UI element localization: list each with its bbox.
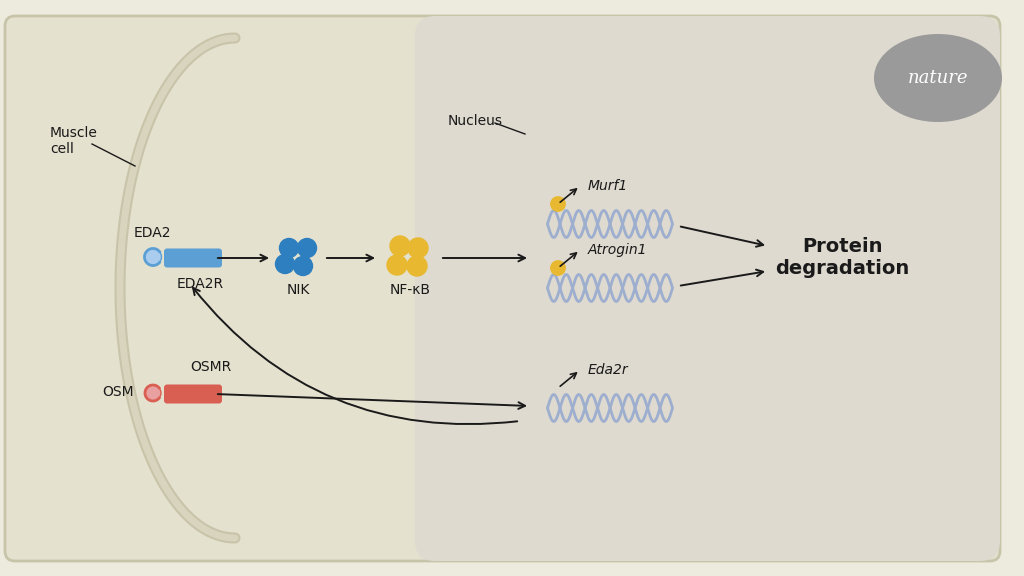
Text: EDA2R: EDA2R bbox=[176, 277, 223, 291]
Text: Nucleus: Nucleus bbox=[449, 114, 503, 128]
Circle shape bbox=[408, 238, 428, 258]
Text: Murf1: Murf1 bbox=[588, 179, 629, 193]
FancyBboxPatch shape bbox=[164, 385, 222, 404]
Text: Eda2r: Eda2r bbox=[588, 363, 629, 377]
Circle shape bbox=[390, 236, 410, 256]
Text: Protein
degradation: Protein degradation bbox=[775, 237, 909, 279]
Text: OSM: OSM bbox=[102, 385, 134, 399]
Circle shape bbox=[280, 238, 299, 257]
Text: NF-κB: NF-κB bbox=[389, 283, 430, 297]
Circle shape bbox=[551, 261, 565, 275]
Circle shape bbox=[144, 248, 162, 266]
Text: NIK: NIK bbox=[287, 283, 309, 297]
Text: OSMR: OSMR bbox=[190, 360, 231, 374]
Circle shape bbox=[551, 197, 565, 211]
Circle shape bbox=[298, 238, 316, 257]
Circle shape bbox=[145, 385, 161, 401]
Text: Muscle
cell: Muscle cell bbox=[50, 126, 98, 156]
Text: EDA2: EDA2 bbox=[134, 226, 171, 240]
Text: Atrogin1: Atrogin1 bbox=[588, 243, 647, 257]
Circle shape bbox=[275, 255, 295, 274]
Circle shape bbox=[294, 256, 312, 275]
Ellipse shape bbox=[874, 34, 1002, 122]
Circle shape bbox=[387, 255, 407, 275]
Circle shape bbox=[407, 256, 427, 276]
FancyBboxPatch shape bbox=[415, 16, 1000, 561]
FancyBboxPatch shape bbox=[5, 16, 1000, 561]
FancyBboxPatch shape bbox=[164, 248, 222, 267]
Text: nature: nature bbox=[907, 69, 969, 87]
